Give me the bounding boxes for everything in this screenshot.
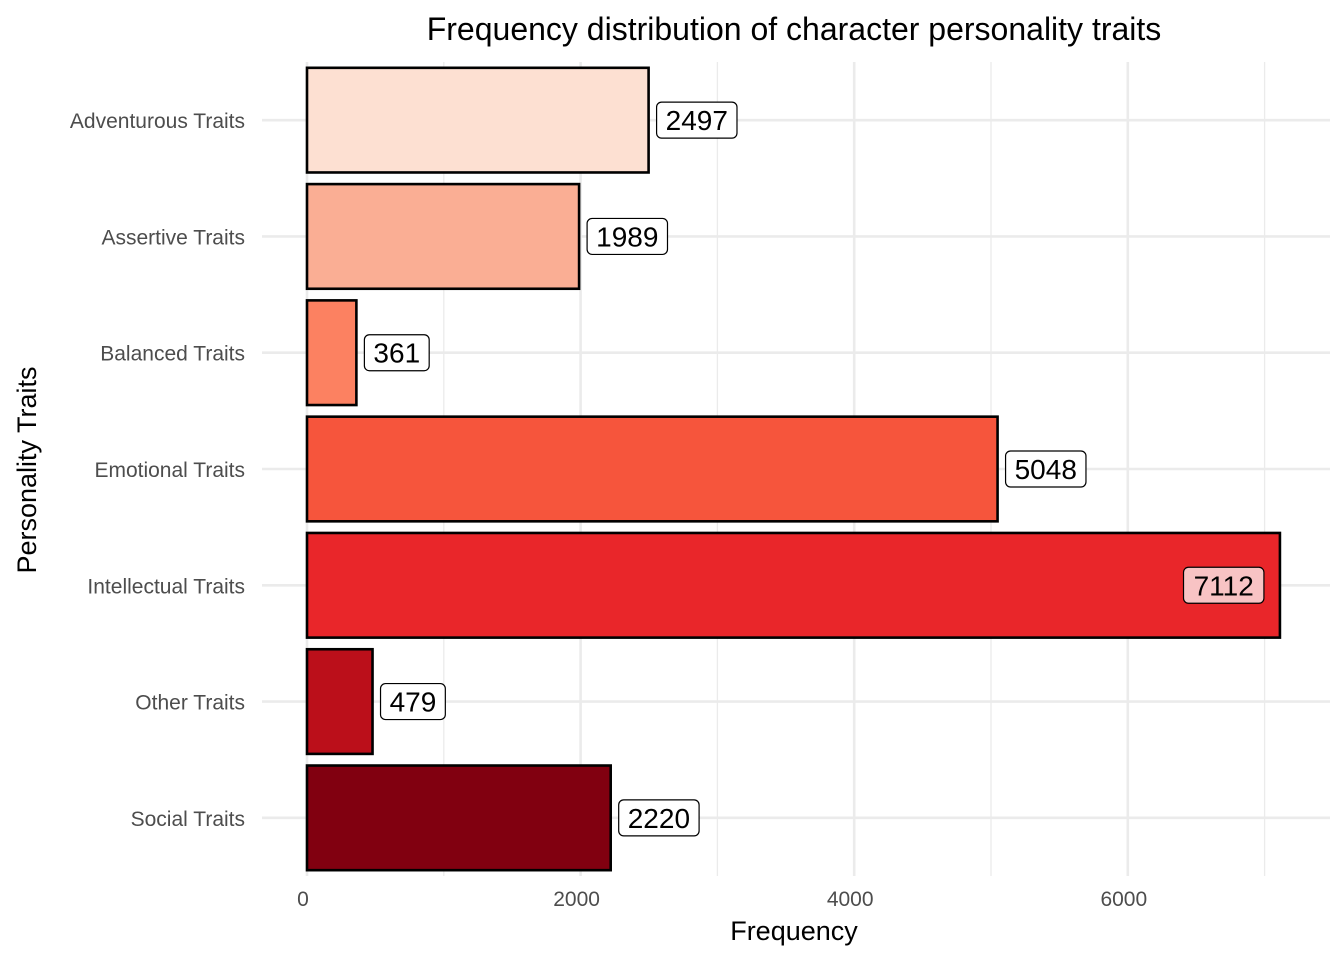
x-axis-title: Frequency bbox=[730, 916, 858, 946]
data-label-text: 2220 bbox=[628, 803, 690, 834]
bar-intellectual-traits bbox=[305, 531, 1282, 639]
y-tick-label: Social Traits bbox=[131, 808, 245, 831]
data-label: 2220 bbox=[618, 799, 700, 837]
data-label-box bbox=[655, 101, 738, 139]
bar-emotional-traits bbox=[305, 415, 999, 523]
bar-assertive-traits bbox=[305, 182, 581, 291]
data-label: 7112 bbox=[1182, 566, 1265, 604]
data-label-box bbox=[586, 217, 669, 256]
data-label: 479 bbox=[379, 682, 446, 721]
data-label-text: 361 bbox=[373, 338, 420, 369]
y-tick-label: Balanced Traits bbox=[100, 343, 245, 366]
data-label-text: 1989 bbox=[596, 221, 658, 252]
bar-adventurous-traits bbox=[305, 66, 650, 174]
y-axis-tick-labels: Adventurous Traits Assertive Traits Balanc… bbox=[70, 110, 245, 831]
chart-title: Frequency distribution of character pers… bbox=[427, 11, 1162, 47]
y-tick-label: Emotional Traits bbox=[94, 459, 245, 482]
data-label-box bbox=[618, 799, 700, 837]
bar-social-traits bbox=[305, 764, 612, 872]
y-axis-title: Personality Traits bbox=[12, 366, 42, 573]
data-label: 1989 bbox=[586, 217, 669, 256]
y-tick-label: Assertive Traits bbox=[101, 226, 245, 249]
data-label-box bbox=[1182, 566, 1265, 604]
data-label-box bbox=[363, 334, 430, 372]
data-label-text: 479 bbox=[390, 687, 437, 718]
data-label-box bbox=[1004, 450, 1087, 488]
y-tick-label: Adventurous Traits bbox=[70, 110, 245, 133]
x-tick-label: 4000 bbox=[827, 888, 874, 911]
data-label-text: 5048 bbox=[1015, 454, 1077, 485]
data-label: 2497 bbox=[655, 101, 738, 139]
data-label-text: 2497 bbox=[666, 105, 728, 136]
x-axis-tick-labels: 0 2000 4000 6000 bbox=[297, 888, 1147, 911]
x-tick-label: 6000 bbox=[1100, 888, 1147, 911]
data-label-text: 7112 bbox=[1194, 570, 1254, 601]
bar-other-traits bbox=[305, 647, 374, 756]
y-tick-label: Other Traits bbox=[135, 692, 245, 715]
x-tick-label: 0 bbox=[297, 888, 309, 911]
x-tick-label: 2000 bbox=[553, 888, 600, 911]
bar-balanced-traits bbox=[305, 299, 358, 407]
bars bbox=[305, 66, 1282, 872]
data-label: 361 bbox=[363, 334, 430, 372]
y-tick-label: Intellectual Traits bbox=[87, 575, 245, 598]
data-label-box bbox=[379, 682, 446, 721]
data-label: 5048 bbox=[1004, 450, 1087, 488]
data-labels: 2497 1989 361 5048 7112 479 2220 bbox=[363, 101, 1265, 837]
